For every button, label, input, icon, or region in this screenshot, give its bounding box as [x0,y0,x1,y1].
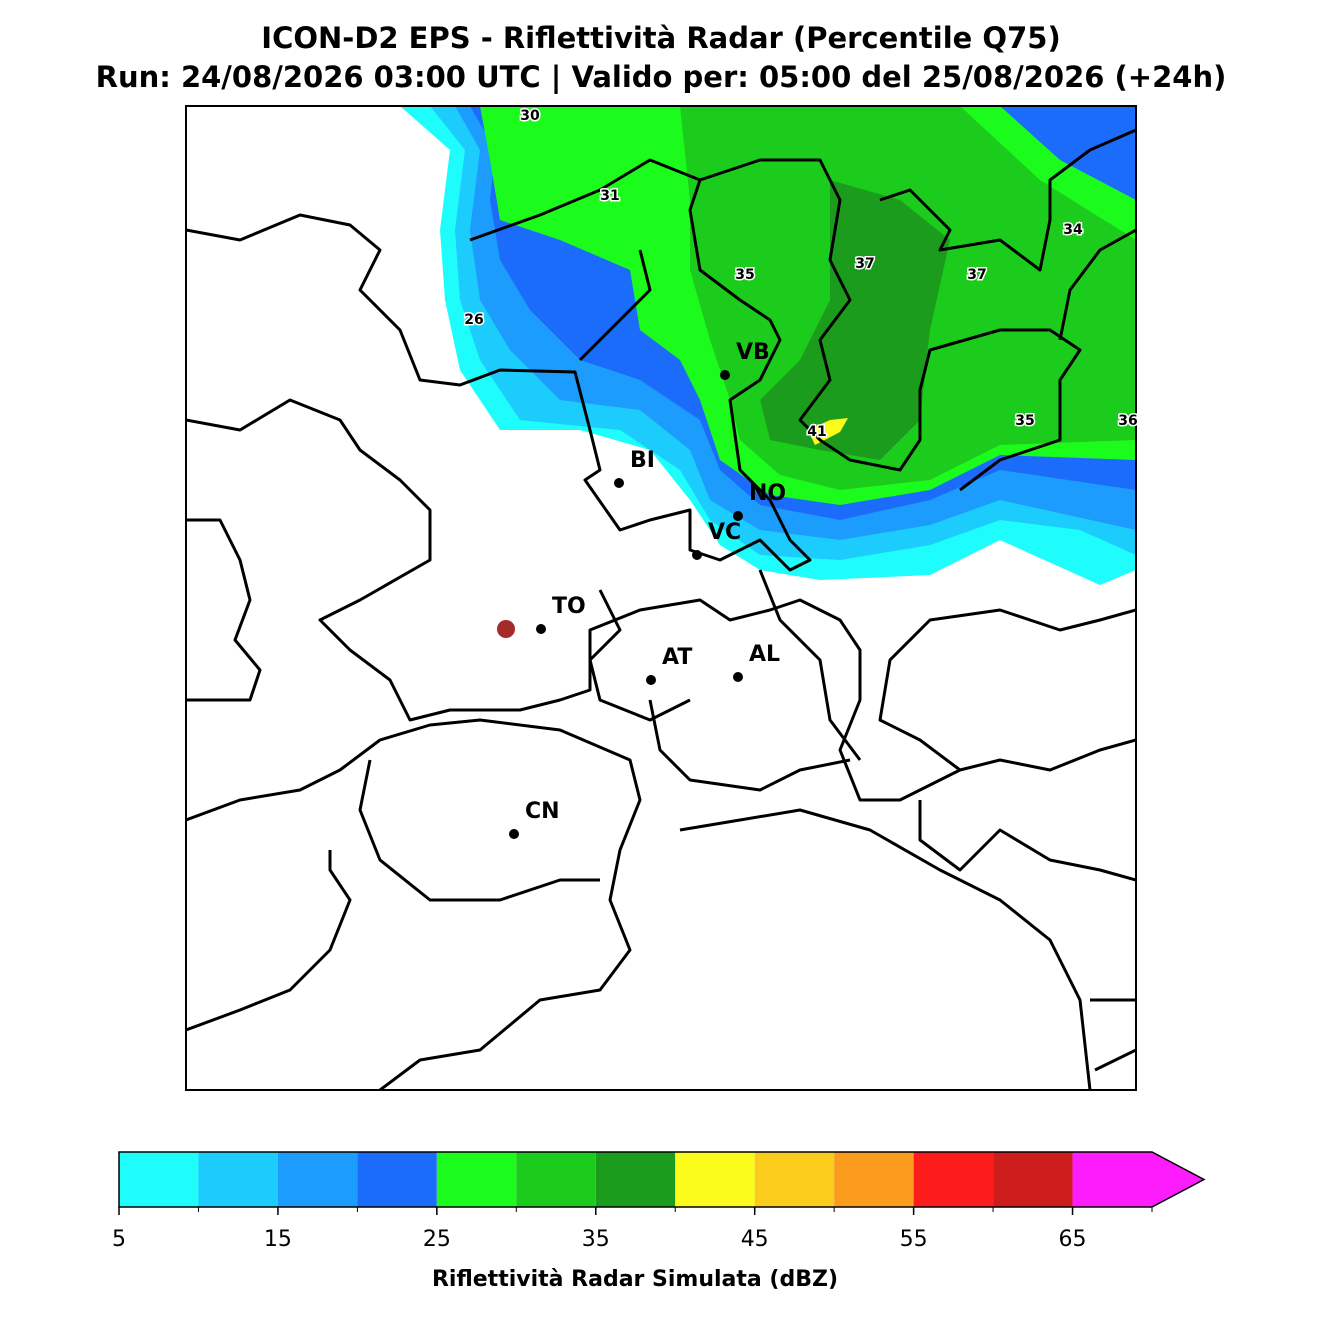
border [186,569,1092,1090]
contour-label: 35 [1015,413,1034,429]
contour-label: 41 [807,424,826,440]
contour-label: 37 [967,267,986,283]
city-label: TO [552,594,586,619]
title: ICON-D2 EPS - Riflettività Radar (Percen… [261,21,1060,55]
contour-label: 35 [735,267,754,283]
contour-label: 36 [1118,413,1137,429]
colorbar-label: Riflettività Radar Simulata (dBZ) [432,1267,838,1292]
border [186,158,1082,572]
city-label: AL [749,642,780,667]
colorbar-segment [277,1152,358,1207]
border [186,128,1136,702]
colorbar-tick-label: 25 [423,1227,451,1252]
city-label: VB [736,340,770,365]
colorbar-segment [119,1152,199,1207]
city-label: VC [708,520,741,545]
colorbar-segment [675,1152,755,1207]
city-label: CN [525,799,560,824]
city-label: NO [749,481,786,506]
city-dot [614,478,624,488]
colorbar-segment [993,1152,1073,1207]
map [186,106,1136,1090]
city-dot [720,370,730,380]
contour-label: 31 [600,188,619,204]
city-label: BI [630,448,655,473]
colorbar-segment [357,1152,437,1207]
colorbar-tick-label: 55 [900,1227,928,1252]
contour-label: 30 [520,108,540,124]
map-frame [185,105,1137,1091]
precip-green3 [760,180,950,460]
colorbar-segment [436,1152,517,1207]
colorbar-tick-label: 5 [112,1227,126,1252]
colorbar-segment [913,1152,994,1207]
contour-label: 34 [1063,222,1083,238]
city-dot [509,829,519,839]
city-dot [646,675,656,685]
colorbar: 5 15 25 35 45 55 65 [112,1151,1206,1252]
location-marker [497,620,515,638]
contour-label: 37 [855,256,874,272]
colorbar-tick-label: 65 [1059,1227,1087,1252]
subtitle: Run: 24/08/2026 03:00 UTC | Valido per: … [96,60,1227,94]
city-dot [536,624,546,634]
colorbar-segment [834,1152,914,1207]
colorbar-outline [118,1151,1206,1208]
city-label: AT [662,645,692,670]
labels: VB BI NO VC TO AT AL CN 30 31 35 37 37 34 26 35 36 41 [463,107,1139,839]
colorbar-extend [1072,1152,1204,1207]
city-dot [733,511,743,521]
city-dot [692,550,702,560]
city-dot [733,672,743,682]
colorbar-segment [754,1152,835,1207]
contour-label: 26 [464,312,483,328]
border [186,608,1136,1072]
colorbar-tick-label: 35 [582,1227,610,1252]
colorbar-segment [595,1152,676,1207]
colorbar-tick-label: 15 [264,1227,292,1252]
colorbar-tick-label: 45 [741,1227,769,1252]
colorbar-segment [198,1152,278,1207]
colorbar-segment [516,1152,596,1207]
